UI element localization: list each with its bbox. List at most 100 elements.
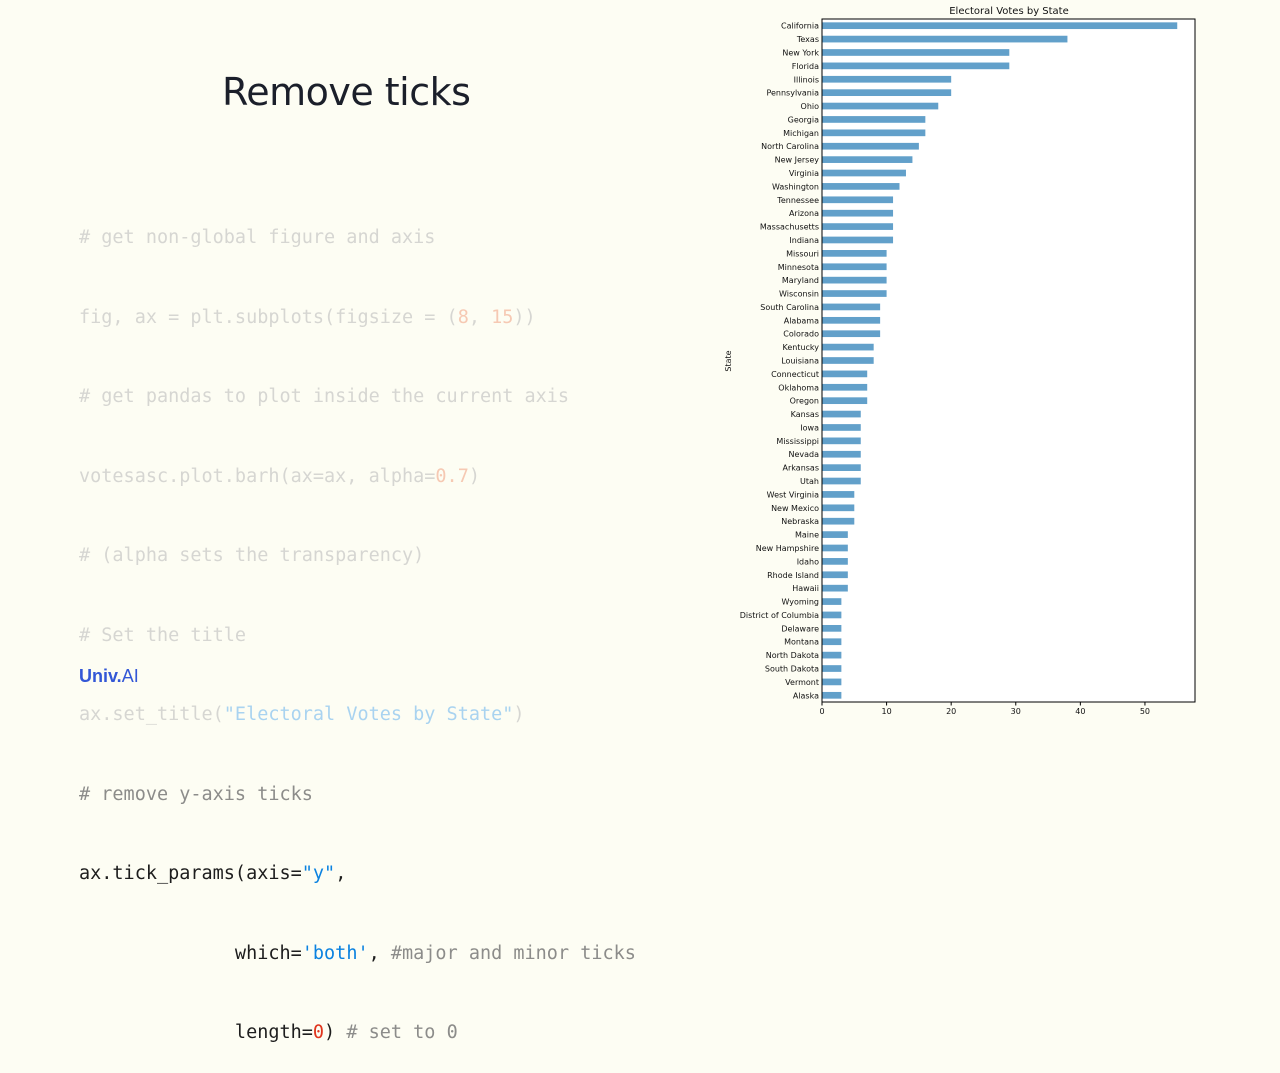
y-tick-label: Texas bbox=[796, 35, 819, 44]
bar bbox=[822, 330, 881, 338]
bar bbox=[822, 156, 913, 163]
y-tick-label: Arizona bbox=[789, 209, 819, 218]
bar bbox=[822, 437, 861, 445]
code-line-1: # get non-global figure and axis bbox=[79, 225, 636, 252]
bar bbox=[822, 116, 926, 123]
code-text: , bbox=[368, 942, 391, 964]
y-tick-label: California bbox=[781, 22, 819, 31]
code-comment: # get pandas to plot inside the current … bbox=[79, 386, 570, 407]
plot-frame bbox=[821, 18, 1196, 703]
bar bbox=[822, 531, 848, 538]
logo-dot: . bbox=[116, 666, 122, 686]
y-tick-label: Montana bbox=[784, 638, 819, 647]
bar bbox=[822, 638, 842, 646]
y-tick-label: Vermont bbox=[785, 678, 819, 687]
bar bbox=[822, 424, 861, 431]
code-line-9: ax.tick_params(axis="y", bbox=[79, 861, 636, 888]
y-tick-label: Minnesota bbox=[778, 263, 819, 272]
bar bbox=[822, 464, 861, 471]
slide-title: Remove ticks bbox=[222, 70, 471, 114]
code-line-5: # (alpha sets the transparency) bbox=[79, 543, 636, 570]
bar bbox=[822, 517, 855, 525]
logo-text-univ: Univ bbox=[79, 666, 117, 686]
code-text: ) bbox=[513, 704, 525, 725]
code-comment: # get non-global figure and axis bbox=[79, 227, 436, 248]
code-comment: # remove y-axis ticks bbox=[79, 783, 313, 805]
bar bbox=[822, 75, 952, 83]
y-tick-label: Connecticut bbox=[771, 370, 819, 379]
y-tick-label: Oregon bbox=[790, 397, 819, 406]
bar bbox=[822, 343, 874, 351]
bar bbox=[822, 142, 919, 150]
y-tick-label: South Dakota bbox=[765, 665, 819, 674]
bar bbox=[822, 383, 868, 391]
bar bbox=[822, 370, 868, 378]
bar bbox=[822, 491, 855, 498]
bar bbox=[822, 49, 1010, 56]
x-tick-label: 0 bbox=[819, 707, 824, 716]
y-tick-label: Nebraska bbox=[781, 517, 819, 526]
code-line-10: which='both', #major and minor ticks bbox=[79, 941, 636, 968]
code-string: "y" bbox=[301, 863, 336, 884]
y-tick-label: Utah bbox=[800, 477, 819, 486]
y-tick-label: Idaho bbox=[797, 557, 819, 566]
code-number: 0 bbox=[312, 1022, 325, 1043]
bar bbox=[822, 678, 842, 686]
code-text: , bbox=[335, 863, 347, 884]
bar bbox=[822, 316, 881, 324]
code-text: ax.tick_params(axis= bbox=[79, 863, 302, 884]
y-tick-label: New Hampshire bbox=[756, 544, 819, 553]
code-number: 0.7 bbox=[435, 465, 469, 487]
code-text: votesasc.plot.barh(ax=ax, alpha= bbox=[79, 465, 436, 487]
bar bbox=[822, 450, 861, 458]
code-text: length= bbox=[79, 1022, 313, 1043]
bar bbox=[822, 571, 848, 579]
bar bbox=[822, 196, 894, 204]
y-tick-label: District of Columbia bbox=[740, 611, 819, 620]
bar bbox=[822, 236, 894, 244]
bar bbox=[822, 183, 900, 190]
y-axis-label: State bbox=[724, 350, 733, 371]
y-tick-label: Ohio bbox=[801, 102, 820, 111]
code-line-11: length=0) # set to 0 bbox=[79, 1020, 636, 1047]
y-tick-label: Tennessee bbox=[776, 196, 819, 205]
bar bbox=[822, 624, 842, 632]
y-tick-label: Massachusetts bbox=[760, 223, 819, 232]
y-tick-label: Washington bbox=[772, 182, 819, 191]
code-number: 15 bbox=[491, 306, 514, 328]
bar bbox=[822, 250, 887, 257]
bar bbox=[822, 35, 1068, 43]
code-text: fig, ax = plt.subplots(figsize = ( bbox=[79, 306, 458, 328]
bar bbox=[822, 89, 952, 97]
code-text: )) bbox=[513, 306, 536, 328]
bar bbox=[822, 62, 1010, 70]
y-tick-label: Nevada bbox=[788, 450, 819, 459]
electoral-votes-chart: Electoral Votes by State State Californi… bbox=[724, 6, 1196, 716]
logo-text-ai: AI bbox=[121, 666, 139, 686]
code-line-4: votesasc.plot.barh(ax=ax, alpha=0.7) bbox=[79, 464, 636, 491]
y-tick-label: Colorado bbox=[783, 330, 819, 339]
code-text: , bbox=[468, 306, 492, 328]
y-tick-label: Missouri bbox=[786, 249, 819, 258]
bar bbox=[822, 544, 848, 552]
y-tick-label: Virginia bbox=[789, 169, 819, 178]
y-tick-label: Rhode Island bbox=[767, 571, 819, 580]
univ-ai-logo: Univ.AI bbox=[79, 666, 139, 687]
y-tick-label: Louisiana bbox=[781, 357, 819, 366]
y-tick-label: North Carolina bbox=[761, 142, 819, 151]
code-text: ) bbox=[468, 465, 480, 487]
bar bbox=[822, 410, 861, 418]
y-tick-label: New Jersey bbox=[775, 156, 820, 165]
y-tick-label: Alaska bbox=[793, 691, 819, 700]
code-line-6: # Set the title bbox=[79, 623, 636, 650]
bar bbox=[822, 169, 906, 177]
bar bbox=[822, 611, 842, 619]
bar bbox=[822, 303, 881, 311]
bar bbox=[822, 558, 848, 565]
x-tick-label: 10 bbox=[881, 707, 891, 716]
code-string: 'both' bbox=[301, 942, 369, 964]
bar bbox=[822, 397, 868, 405]
x-tick-label: 50 bbox=[1140, 707, 1150, 716]
y-tick-label: South Carolina bbox=[760, 303, 819, 312]
y-tick-label: New York bbox=[782, 48, 819, 57]
